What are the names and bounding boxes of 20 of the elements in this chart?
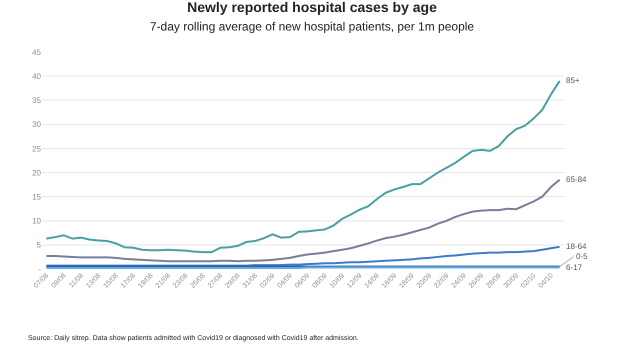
chart-title: Newly reported hospital cases by age — [187, 0, 438, 16]
y-tick-label: 35 — [32, 96, 42, 106]
series-label: 6-17 — [566, 263, 583, 272]
text: 0-5 — [576, 252, 588, 261]
line-series — [45, 80, 561, 254]
series-label: 65-84 — [566, 175, 588, 184]
y-tick-label: - — [38, 264, 42, 274]
line-series — [45, 246, 561, 267]
y-tick-label: 15 — [32, 192, 42, 202]
y-tick-label: 25 — [32, 144, 42, 154]
line-series — [45, 178, 561, 262]
chart-subtitle: 7-day rolling average of new hospital patients, per 1m people — [150, 19, 474, 34]
series-label: 18-64 — [566, 242, 588, 251]
y-tick-label: 20 — [32, 168, 42, 178]
y-tick-label: 40 — [32, 72, 42, 81]
series-label: 85+ — [566, 76, 580, 85]
y-tick-label: 5 — [36, 240, 42, 250]
y-tick-label: 45 — [32, 48, 42, 57]
y-tick-label: 10 — [32, 216, 42, 226]
y-tick-label: 30 — [32, 120, 42, 130]
